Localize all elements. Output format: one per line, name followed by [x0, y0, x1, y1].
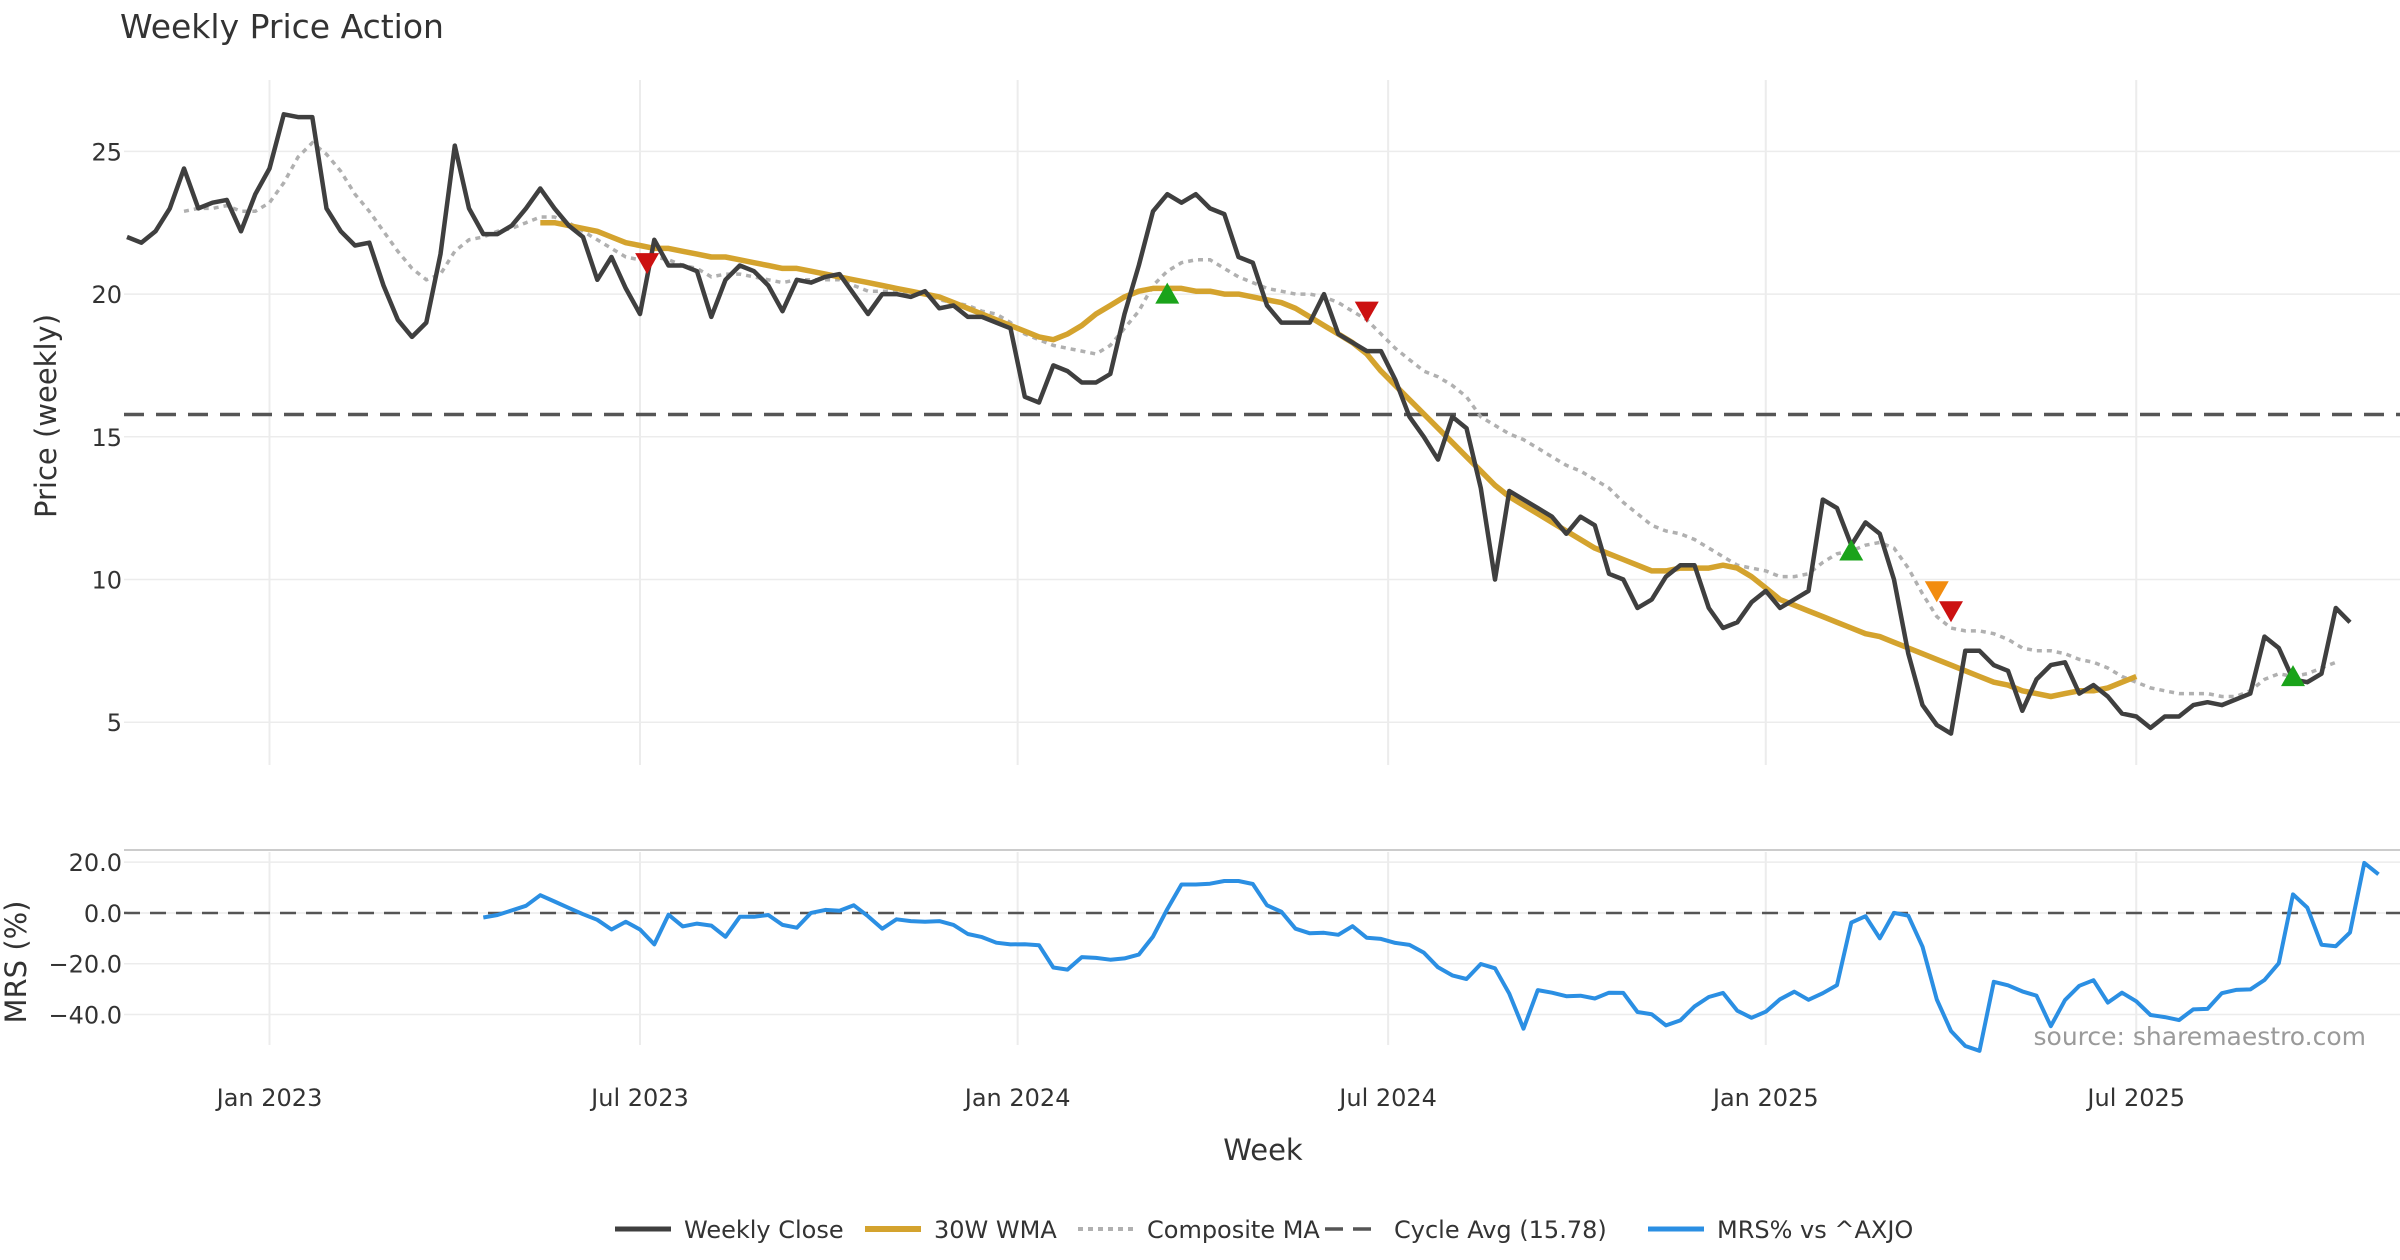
buy-signal-marker	[1155, 282, 1180, 304]
price-y-axis-title: Price (weekly)	[29, 314, 63, 518]
x-axis-title: Week	[1223, 1133, 1303, 1167]
mrs-y-tick-label: −40.0	[48, 1002, 122, 1030]
mrs-panel: 20.0 0.0 −20.0 −40.0 MRS (%)	[0, 849, 2400, 1053]
sell-signal-marker	[1354, 301, 1379, 323]
legend-label-composite: Composite MA	[1147, 1216, 1320, 1244]
signal-markers	[635, 253, 2305, 687]
price-y-tick-label: 20	[91, 281, 122, 309]
mrs-y-tick-label: 20.0	[69, 849, 122, 877]
legend-label-cycle: Cycle Avg (15.78)	[1394, 1216, 1607, 1244]
price-panel: 5 10 15 20 25 Price (weekly)	[29, 80, 2400, 765]
buy-signal-marker	[2281, 665, 2305, 687]
source-note: source: sharemaestro.com	[2034, 1022, 2367, 1051]
mrs-y-tick-label: −20.0	[48, 951, 122, 979]
mrs-grid	[124, 852, 2400, 1045]
weekly-close-line	[126, 112, 2352, 736]
legend: Weekly Close 30W WMA Composite MA Cycle Avg…	[615, 1216, 1913, 1244]
price-y-tick-label: 15	[91, 424, 122, 452]
price-grid	[124, 80, 2400, 765]
legend-label-close: Weekly Close	[684, 1216, 844, 1244]
x-tick-label: Jan 2023	[215, 1084, 323, 1112]
mrs-y-ticks: 20.0 0.0 −20.0 −40.0	[48, 849, 122, 1029]
legend-label-wma: 30W WMA	[934, 1216, 1057, 1244]
price-y-tick-label: 5	[107, 709, 122, 737]
sell-signal-marker	[1939, 601, 1963, 623]
legend-label-mrs: MRS% vs ^AXJO	[1717, 1216, 1913, 1244]
price-y-tick-label: 25	[91, 138, 122, 166]
x-tick-label: Jul 2025	[2085, 1084, 2185, 1112]
x-tick-label: Jan 2025	[1711, 1084, 1819, 1112]
x-tick-label: Jul 2024	[1337, 1084, 1437, 1112]
sell-signal-marker	[635, 253, 660, 275]
mrs-y-axis-title: MRS (%)	[0, 901, 33, 1024]
x-tick-label: Jul 2023	[589, 1084, 689, 1112]
mrs-y-tick-label: 0.0	[84, 900, 122, 928]
price-y-tick-label: 10	[91, 566, 122, 594]
warning-signal-marker	[1924, 581, 1949, 603]
mrs-line	[482, 860, 2380, 1053]
buy-signal-marker	[1839, 539, 1864, 561]
price-y-ticks: 5 10 15 20 25	[91, 138, 122, 737]
chart-title: Weekly Price Action	[120, 7, 444, 46]
x-tick-label: Jan 2024	[963, 1084, 1071, 1112]
composite-ma-line	[183, 140, 2337, 699]
x-ticks: Jan 2023 Jul 2023 Jan 2024 Jul 2024 Jan 2025…	[215, 1084, 2185, 1112]
